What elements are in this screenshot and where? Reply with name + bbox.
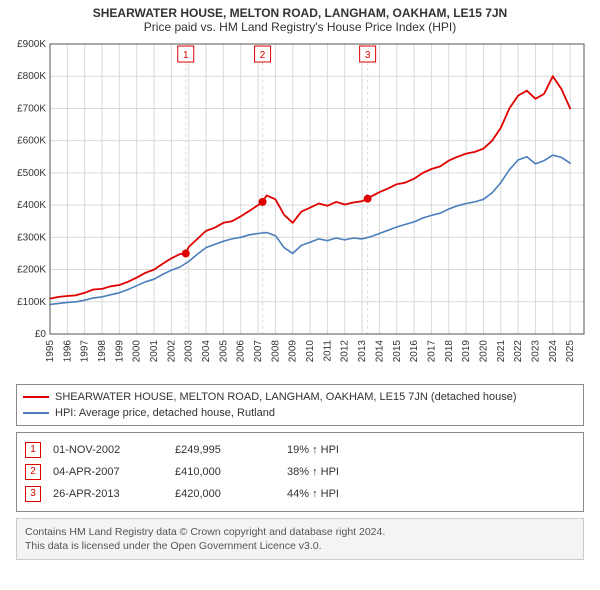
svg-text:1998: 1998	[97, 340, 108, 363]
footer-line-1: Contains HM Land Registry data © Crown c…	[25, 525, 575, 539]
svg-text:2006: 2006	[236, 340, 247, 363]
svg-text:2020: 2020	[478, 340, 489, 363]
svg-text:2002: 2002	[166, 340, 177, 363]
legend-item: HPI: Average price, detached house, Rutl…	[23, 405, 577, 421]
svg-text:2023: 2023	[530, 340, 541, 363]
chart-title-address: SHEARWATER HOUSE, MELTON ROAD, LANGHAM, …	[6, 6, 594, 20]
svg-text:1995: 1995	[45, 340, 56, 363]
event-date: 04-APR-2007	[53, 461, 163, 483]
svg-text:£700K: £700K	[17, 103, 46, 114]
svg-text:2: 2	[260, 50, 266, 61]
legend-label: HPI: Average price, detached house, Rutl…	[55, 405, 275, 421]
svg-text:2013: 2013	[357, 340, 368, 363]
svg-text:2008: 2008	[270, 340, 281, 363]
svg-text:2024: 2024	[548, 340, 559, 363]
chart-subtitle: Price paid vs. HM Land Registry's House …	[6, 20, 594, 34]
event-date: 26-APR-2013	[53, 483, 163, 505]
event-price: £410,000	[175, 461, 275, 483]
svg-text:2011: 2011	[322, 340, 333, 362]
footer-attribution: Contains HM Land Registry data © Crown c…	[16, 518, 584, 560]
chart-svg: £0 £100K £200K £300K £400K £500K £600K £700K £80…	[6, 38, 594, 378]
svg-text:2003: 2003	[184, 340, 195, 363]
legend: SHEARWATER HOUSE, MELTON ROAD, LANGHAM, …	[16, 384, 584, 426]
svg-text:£500K: £500K	[17, 168, 46, 179]
svg-text:£200K: £200K	[17, 265, 46, 276]
event-diff: 19% ↑ HPI	[287, 439, 577, 461]
svg-text:2012: 2012	[340, 340, 351, 363]
svg-text:2017: 2017	[426, 340, 437, 363]
events-table: 1 01-NOV-2002 £249,995 19% ↑ HPI 2 04-APR-200…	[16, 432, 584, 512]
svg-text:3: 3	[365, 50, 371, 61]
legend-swatch	[23, 412, 49, 414]
event-price: £420,000	[175, 483, 275, 505]
svg-text:2007: 2007	[253, 340, 264, 363]
svg-text:2014: 2014	[374, 340, 385, 363]
svg-text:2019: 2019	[461, 340, 472, 363]
event-row: 3 26-APR-2013 £420,000 44% ↑ HPI	[23, 483, 577, 505]
svg-text:£400K: £400K	[17, 200, 46, 211]
svg-text:2005: 2005	[218, 340, 229, 363]
svg-text:£100K: £100K	[17, 297, 46, 308]
event-diff: 44% ↑ HPI	[287, 483, 577, 505]
svg-text:2010: 2010	[305, 340, 316, 363]
svg-text:2025: 2025	[565, 340, 576, 363]
chart-container: SHEARWATER HOUSE, MELTON ROAD, LANGHAM, …	[0, 0, 600, 564]
legend-item: SHEARWATER HOUSE, MELTON ROAD, LANGHAM, …	[23, 389, 577, 405]
event-badge: 2	[25, 464, 41, 480]
svg-text:£900K: £900K	[17, 39, 46, 50]
event-price: £249,995	[175, 439, 275, 461]
chart-plot-area: £0 £100K £200K £300K £400K £500K £600K £700K £80…	[6, 38, 594, 378]
svg-text:2018: 2018	[444, 340, 455, 363]
svg-text:1999: 1999	[114, 340, 125, 363]
event-row: 2 04-APR-2007 £410,000 38% ↑ HPI	[23, 461, 577, 483]
svg-text:2015: 2015	[392, 340, 403, 363]
svg-text:2001: 2001	[149, 340, 160, 363]
event-date: 01-NOV-2002	[53, 439, 163, 461]
svg-text:2022: 2022	[513, 340, 524, 363]
svg-text:1996: 1996	[62, 340, 73, 363]
svg-text:2016: 2016	[409, 340, 420, 363]
event-diff: 38% ↑ HPI	[287, 461, 577, 483]
event-badge: 1	[25, 442, 41, 458]
event-badge: 3	[25, 486, 41, 502]
legend-label: SHEARWATER HOUSE, MELTON ROAD, LANGHAM, …	[55, 389, 517, 405]
svg-text:2009: 2009	[288, 340, 299, 363]
svg-text:£300K: £300K	[17, 232, 46, 243]
event-row: 1 01-NOV-2002 £249,995 19% ↑ HPI	[23, 439, 577, 461]
svg-text:£800K: £800K	[17, 71, 46, 82]
svg-text:2004: 2004	[201, 340, 212, 363]
footer-line-2: This data is licensed under the Open Gov…	[25, 539, 575, 553]
legend-swatch	[23, 396, 49, 398]
svg-text:2021: 2021	[496, 340, 507, 363]
svg-text:2000: 2000	[132, 340, 143, 363]
svg-text:1: 1	[183, 50, 189, 61]
svg-text:1997: 1997	[80, 340, 91, 363]
svg-text:£0: £0	[35, 329, 47, 340]
svg-text:£600K: £600K	[17, 136, 46, 147]
